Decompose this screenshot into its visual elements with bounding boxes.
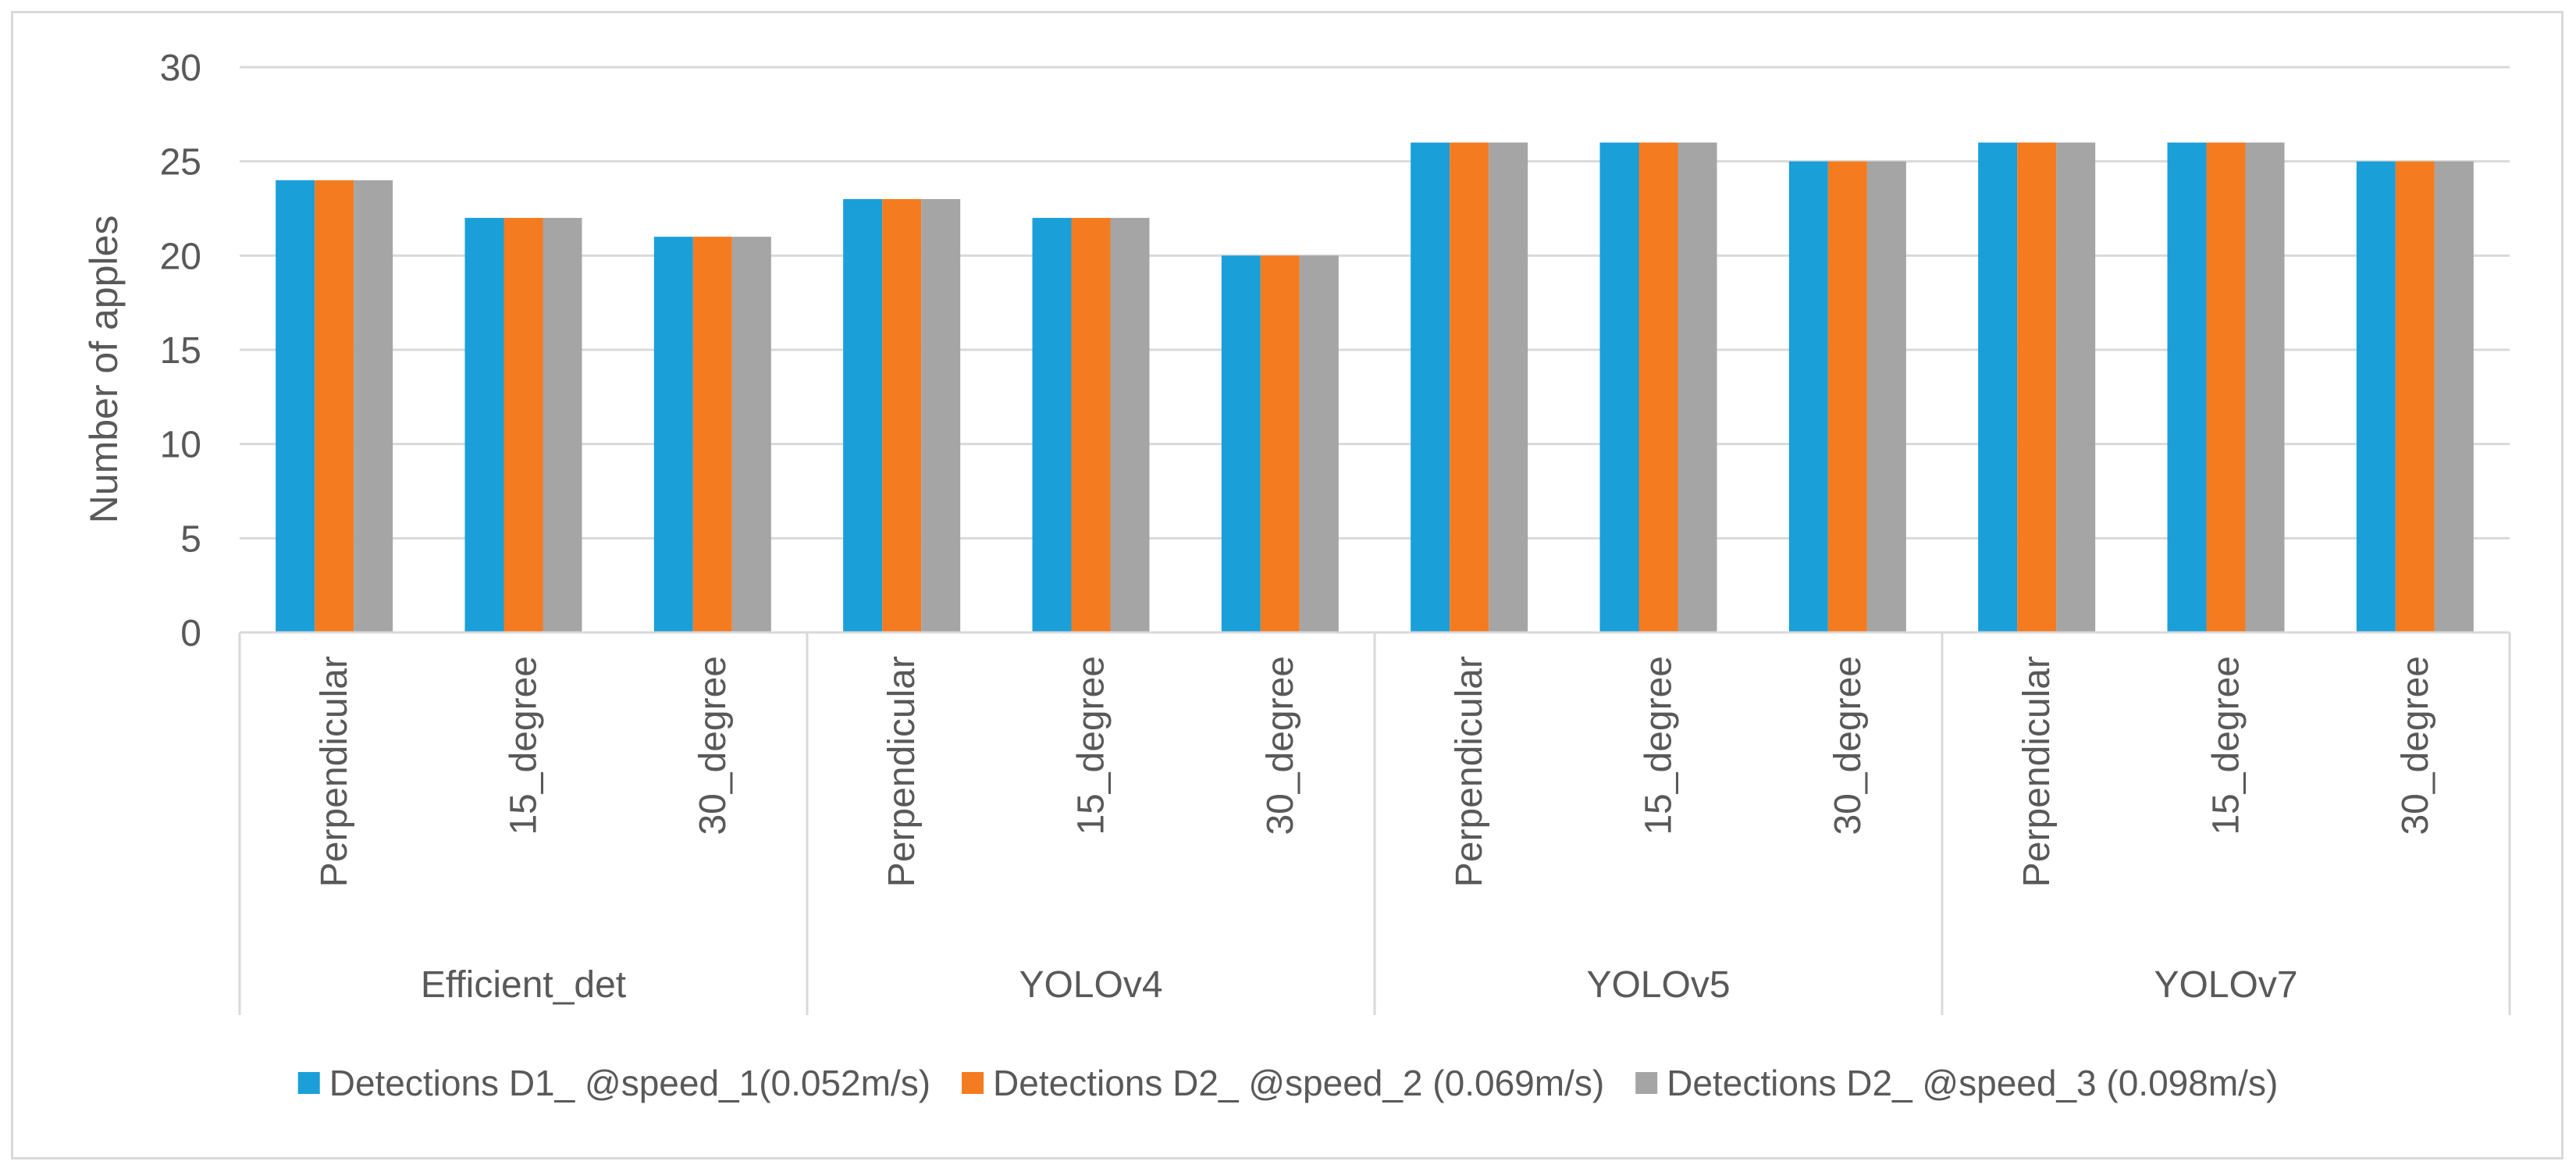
y-tick-label: 20 xyxy=(160,236,201,277)
bar xyxy=(1489,142,1528,633)
bar xyxy=(2356,161,2396,632)
x-axis-labels: Perpendicular 15_degree 30_degree Efficient… xyxy=(314,656,2436,1006)
x-category-label: 30_degree xyxy=(1260,656,1301,835)
bar xyxy=(653,237,693,632)
bar xyxy=(1260,255,1300,632)
bar xyxy=(315,180,354,633)
bar xyxy=(1827,161,1867,632)
bar xyxy=(921,198,961,632)
x-category-label: Perpendicular xyxy=(2016,656,2058,887)
legend: Detections D1_ @speed_1(0.052m/s) Detecti… xyxy=(297,1063,2278,1103)
x-category-label: 30_degree xyxy=(692,656,734,835)
bar xyxy=(1638,142,1678,633)
legend-label: Detections D2_ @speed_2 (0.069m/s) xyxy=(993,1063,1604,1103)
legend-label: Detections D2_ @speed_3 (0.098m/s) xyxy=(1667,1063,2278,1103)
bar xyxy=(1071,218,1111,633)
bar xyxy=(731,237,771,632)
legend-swatch xyxy=(297,1072,320,1094)
bar xyxy=(1978,142,2018,633)
bar xyxy=(276,180,315,633)
bar xyxy=(464,218,504,633)
bar xyxy=(543,218,582,633)
bar xyxy=(1678,142,1717,633)
x-category-label: 15_degree xyxy=(1071,656,1112,835)
legend-swatch xyxy=(1635,1072,1658,1094)
legend-item: Detections D1_ @speed_1(0.052m/s) xyxy=(297,1063,930,1103)
x-group-label: Efficient_det xyxy=(421,964,626,1006)
bar xyxy=(1110,218,1150,633)
x-category-label: Perpendicular xyxy=(881,656,923,887)
bar xyxy=(1032,218,1072,633)
x-category-label: 15_degree xyxy=(1638,656,1680,835)
y-tick-label: 10 xyxy=(160,425,201,466)
bar xyxy=(503,218,543,633)
legend-item: Detections D2_ @speed_2 (0.069m/s) xyxy=(962,1063,1604,1103)
bar xyxy=(843,198,883,632)
bar xyxy=(1599,142,1639,633)
x-category-label: 30_degree xyxy=(1827,656,1869,835)
x-category-label: Perpendicular xyxy=(314,656,355,887)
bar xyxy=(2017,142,2057,633)
bar xyxy=(1450,142,1489,633)
x-group-label: YOLOv5 xyxy=(1586,964,1730,1006)
bar xyxy=(2245,142,2285,633)
bar xyxy=(2167,142,2207,633)
bar xyxy=(2056,142,2096,633)
bar xyxy=(2434,161,2474,632)
y-tick-label: 25 xyxy=(160,142,201,183)
bar xyxy=(2395,161,2435,632)
bar xyxy=(1866,161,1906,632)
bar xyxy=(1221,255,1261,632)
bar xyxy=(1411,142,1450,633)
y-tick-label: 15 xyxy=(160,330,201,372)
x-category-label: 15_degree xyxy=(503,656,545,835)
bar xyxy=(1299,255,1339,632)
bar xyxy=(2206,142,2246,633)
x-group-label: YOLOv4 xyxy=(1019,964,1162,1006)
x-axis xyxy=(238,631,2511,1015)
bar xyxy=(354,180,393,633)
x-group-label: YOLOv7 xyxy=(2154,964,2297,1006)
legend-swatch xyxy=(962,1072,984,1094)
legend-item: Detections D2_ @speed_3 (0.098m/s) xyxy=(1635,1063,2278,1103)
bar xyxy=(692,237,732,632)
bar xyxy=(1788,161,1828,632)
y-axis-title: Number of apples xyxy=(82,216,126,524)
y-tick-label: 0 xyxy=(180,613,201,654)
grid-layer xyxy=(240,66,2510,540)
x-category-label: 15_degree xyxy=(2206,656,2247,835)
y-tick-label: 5 xyxy=(180,518,201,560)
bar xyxy=(882,198,922,632)
x-category-label: 30_degree xyxy=(2395,656,2436,835)
legend-label: Detections D1_ @speed_1(0.052m/s) xyxy=(329,1063,930,1103)
bars-layer xyxy=(276,142,2474,633)
y-tick-label: 30 xyxy=(160,48,201,89)
x-category-label: Perpendicular xyxy=(1449,656,1490,887)
y-axis-ticks: 0 5 10 15 20 25 30 xyxy=(160,48,201,654)
